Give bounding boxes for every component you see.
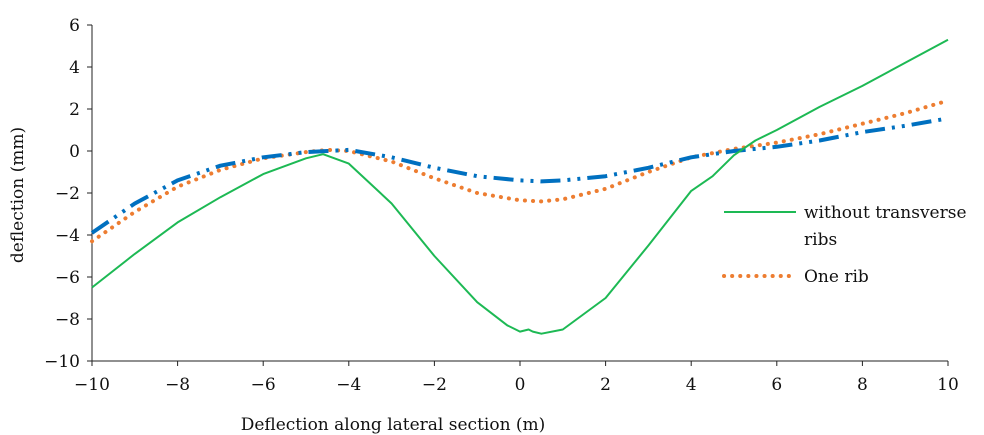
y-tick-label: 6	[69, 16, 80, 36]
series-line-2	[90, 98, 950, 244]
x-axis-title: Deflection along lateral section (m)	[241, 415, 546, 435]
x-tick-label: −8	[165, 375, 190, 395]
y-tick-label: −8	[55, 310, 80, 330]
series-line-1	[91, 38, 949, 335]
y-tick-label: −10	[44, 352, 80, 372]
x-tick-label: 2	[600, 375, 611, 395]
x-tick-label: 0	[515, 375, 526, 395]
y-tick-label: 0	[69, 142, 80, 162]
y-tick-label: 4	[69, 58, 80, 78]
legend-label-1: ribs	[804, 230, 837, 250]
x-tick-label: −4	[336, 375, 361, 395]
y-axis-title: deflection (mm)	[8, 127, 28, 263]
legend-label-2: One rib	[804, 267, 869, 287]
legend-label-1: without transverse	[804, 203, 967, 223]
x-tick-label: 10	[937, 375, 959, 395]
x-tick-label: −6	[251, 375, 276, 395]
x-axis-ticks: −10 −8 −6 −4 −2 0 2 4 6 8 10	[74, 361, 959, 395]
plot-area	[91, 25, 948, 362]
x-tick-label: 4	[686, 375, 697, 395]
y-axis-ticks: 6 4 2 0 −2 −4 −6 −8 −10	[44, 16, 92, 372]
series-line-3	[90, 116, 949, 235]
y-tick-label: −4	[55, 226, 80, 246]
y-tick-label: −6	[55, 268, 80, 288]
x-tick-label: 8	[857, 375, 868, 395]
x-tick-label: 6	[771, 375, 782, 395]
y-tick-label: 2	[69, 100, 80, 120]
y-tick-label: −2	[55, 184, 80, 204]
x-tick-label: −2	[422, 375, 447, 395]
legend: without transverse ribs One rib	[722, 203, 967, 287]
series-layer	[90, 38, 950, 335]
x-tick-label: −10	[74, 375, 110, 395]
